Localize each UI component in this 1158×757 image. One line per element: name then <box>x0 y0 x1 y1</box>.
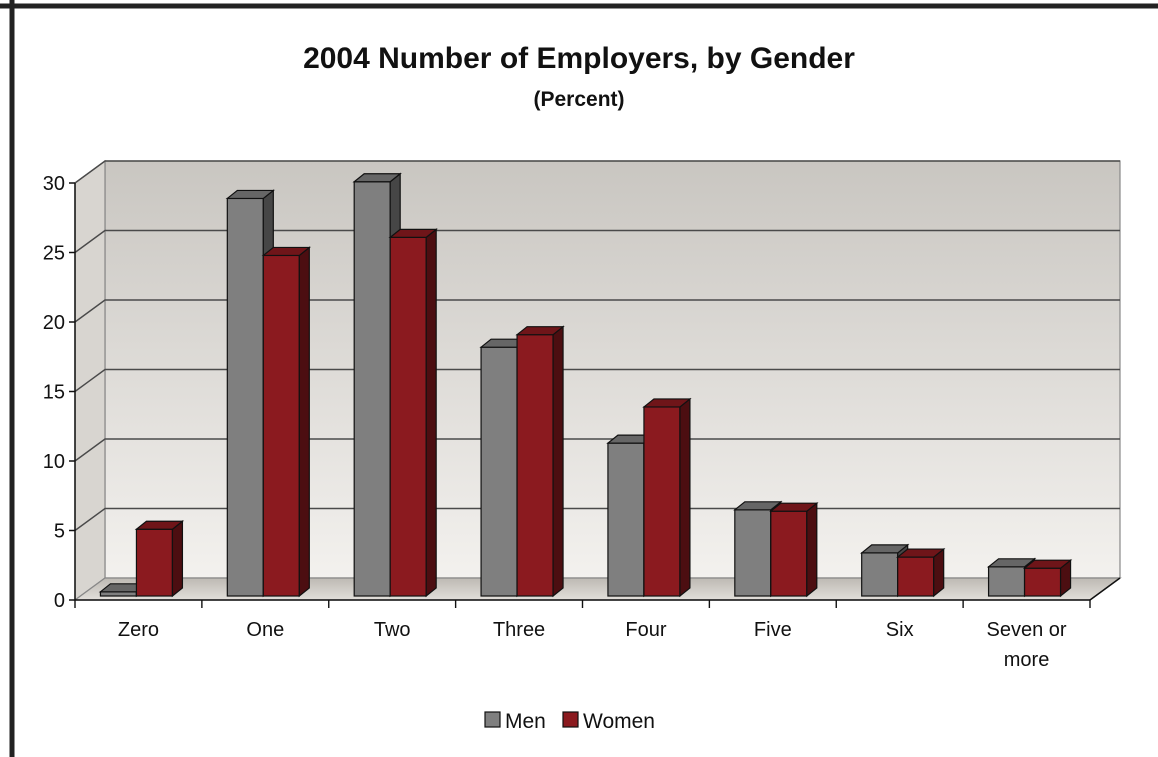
bar-women-7-front <box>1023 567 1062 597</box>
legend-men: Men <box>484 710 546 733</box>
bar-women-6-front <box>897 556 935 597</box>
tick-labels: 0 5 10 15 20 25 30 Zero One Two Three Four Five Six Se… <box>43 173 1067 671</box>
y-tick-label: 15 <box>43 382 65 404</box>
y-tick-label: 5 <box>54 521 65 543</box>
bar-women-3 <box>515 325 565 598</box>
legend-men-label: Men <box>505 710 546 733</box>
bar-women-5 <box>769 501 819 598</box>
bar-men-1-top <box>225 189 276 200</box>
y-tick-label: 20 <box>43 312 65 334</box>
gridline <box>74 299 1120 323</box>
y-tick-label: 25 <box>43 243 65 265</box>
x-tick-label: One <box>246 619 284 641</box>
bar-women-6 <box>895 547 946 598</box>
bar-women-4 <box>642 397 692 598</box>
bar-women-7 <box>1022 558 1073 598</box>
y-tick-label: 0 <box>54 590 65 612</box>
x-tick-label: Four <box>625 619 666 641</box>
bar-women-2-front <box>389 236 427 597</box>
bar-women-1 <box>261 246 312 598</box>
bar-women-0-side <box>171 520 184 598</box>
bar-women-3-top <box>515 326 565 336</box>
x-tick-label: Zero <box>118 619 159 641</box>
legend-women-label: Women <box>583 710 655 733</box>
bar-women-3-front <box>516 334 554 597</box>
bar-men-7-top <box>986 558 1037 568</box>
legend-men-swatch <box>484 711 501 728</box>
bar-men-1-front <box>226 197 264 597</box>
bar-men-2-top <box>352 173 402 183</box>
gridline <box>74 438 1120 462</box>
legend-women-swatch <box>562 711 579 728</box>
bar-women-0-front <box>135 528 174 597</box>
bar-men-5-top <box>733 501 783 511</box>
bar-women-4-top <box>642 398 692 408</box>
x-tick-label: Three <box>493 619 545 641</box>
bar-men-4-front <box>607 442 645 597</box>
chart-subtitle: (Percent) <box>533 88 625 111</box>
bar-women-2-side <box>425 228 437 598</box>
x-axis-depth <box>1089 577 1121 601</box>
bar-women-0-top <box>134 520 185 530</box>
bar-men-0-front <box>99 591 138 597</box>
gridline <box>74 160 1120 184</box>
bar-women-3-side <box>552 325 564 598</box>
y-tick-label: 10 <box>43 451 65 473</box>
x-tick-label: Two <box>374 619 411 641</box>
legend: Men Women <box>484 710 655 733</box>
bar-women-4-front <box>643 406 681 597</box>
bar-women-4-side <box>679 397 691 598</box>
bar-men-2-front <box>353 181 391 597</box>
y-tick-label: 30 <box>43 173 65 195</box>
bar-women-5-front <box>770 510 808 597</box>
bar-women-5-side <box>806 501 818 598</box>
bar-women-2-top <box>388 228 438 238</box>
bar-women-0 <box>134 520 185 598</box>
bar-men-6-front <box>861 552 899 597</box>
gridlines <box>74 160 1120 532</box>
x-tick-label: Six <box>886 619 914 641</box>
x-tick-label: Seven or <box>987 619 1067 641</box>
bar-women-5-top <box>769 502 819 512</box>
bar-women-1-side <box>298 246 310 598</box>
bar-men-7-front <box>987 566 1026 597</box>
bar-men-6-top <box>859 544 910 554</box>
bar-men-3-front <box>480 346 518 597</box>
bar-women-6-top <box>895 548 946 558</box>
bar-men-5-front <box>734 509 772 597</box>
chart-title: 2004 Number of Employers, by Gender <box>303 42 855 75</box>
x-tick-label: Five <box>754 619 792 641</box>
bar-women-2 <box>388 228 438 598</box>
bar-women-7-top <box>1022 559 1073 569</box>
axes <box>69 182 1121 608</box>
bar-women-1-top <box>261 246 312 257</box>
legend-women: Women <box>562 710 655 733</box>
gridline <box>74 368 1120 393</box>
bar-women-1-front <box>262 254 300 597</box>
x-tick-label: more <box>1004 649 1050 671</box>
bars <box>98 172 1073 598</box>
gridline <box>74 229 1120 254</box>
